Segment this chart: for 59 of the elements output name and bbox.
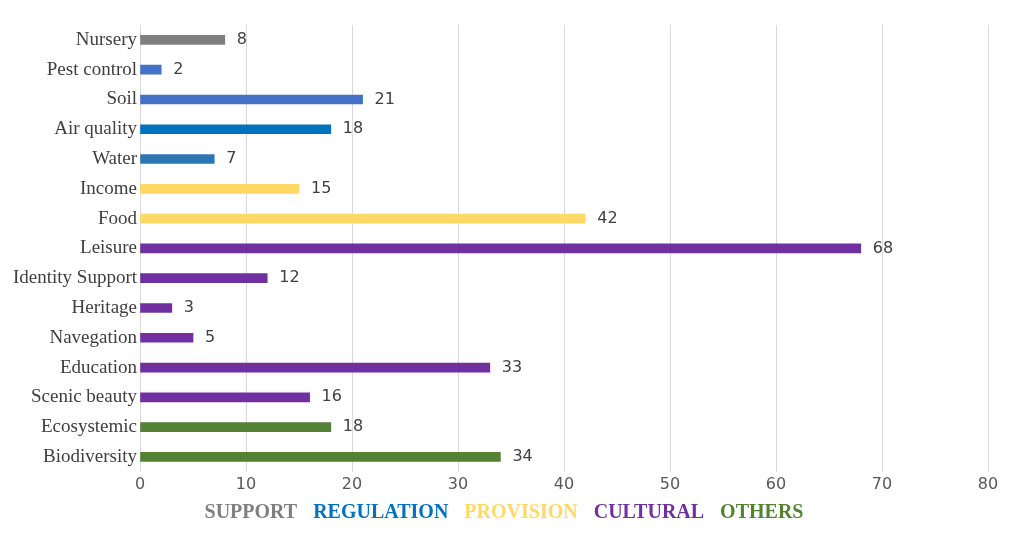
x-tick-label: 10	[235, 473, 257, 493]
bar	[140, 64, 162, 75]
y-tick-label: Pest control	[46, 57, 138, 79]
bar	[140, 303, 173, 313]
data-label: 34	[512, 446, 533, 466]
data-label: 21	[374, 88, 395, 108]
text: OTHERS	[720, 500, 804, 523]
data-label: 7	[226, 148, 237, 168]
x-tick-label: 40	[553, 473, 575, 493]
y-tick-label: Biodiversity	[43, 444, 138, 466]
bar	[140, 273, 268, 284]
data-label: 2	[173, 58, 184, 78]
y-tick-label: Air quality	[54, 117, 138, 139]
data-label: 18	[342, 416, 364, 436]
y-tick-label: Leisure	[80, 236, 138, 258]
x-tick-label: 20	[341, 473, 363, 493]
data-label: 8	[236, 29, 248, 49]
y-tick-label: Navegation	[49, 325, 138, 347]
bar	[140, 213, 586, 224]
bar	[140, 452, 501, 462]
bar	[140, 94, 363, 105]
data-label: 18	[342, 118, 364, 138]
data-label: 3	[183, 297, 195, 317]
y-tick-label: Ecosystemic	[40, 415, 138, 437]
y-tick-label: Food	[97, 206, 138, 228]
x-tick-label: 30	[447, 473, 469, 493]
data-label: 42	[597, 207, 618, 227]
y-tick-label: Education	[59, 355, 138, 377]
bar	[140, 332, 194, 343]
y-tick-label: Scenic beauty	[30, 385, 138, 407]
y-tick-label: Identity Support	[12, 266, 138, 288]
y-tick-label: Water	[92, 147, 138, 169]
bar	[140, 392, 310, 403]
x-tick-label: 80	[977, 473, 999, 493]
x-tick-label: 50	[659, 473, 681, 493]
x-tick-label: 70	[871, 473, 893, 493]
text: PROVISION	[464, 500, 579, 523]
y-tick-label: Heritage	[71, 295, 138, 317]
x-tick-label: 0	[134, 473, 146, 493]
bar	[140, 184, 300, 194]
data-label: 33	[501, 356, 523, 376]
bar	[140, 35, 226, 45]
data-label: 5	[205, 326, 216, 346]
y-tick-label: Income	[80, 176, 138, 198]
bar	[140, 124, 332, 135]
y-tick-label: Soil	[106, 87, 138, 109]
data-label: 12	[279, 267, 300, 287]
bar	[140, 362, 491, 373]
data-label: 15	[311, 177, 332, 197]
data-label: 16	[321, 386, 342, 406]
data-label: 68	[872, 237, 894, 257]
bar	[140, 243, 862, 254]
y-tick-label: Nursery	[75, 27, 138, 49]
bar	[140, 422, 332, 432]
text: SUPPORT	[204, 500, 298, 523]
text: REGULATION	[313, 500, 449, 523]
bar	[140, 154, 215, 164]
x-tick-label: 60	[765, 473, 787, 493]
text: CULTURAL	[593, 500, 705, 523]
